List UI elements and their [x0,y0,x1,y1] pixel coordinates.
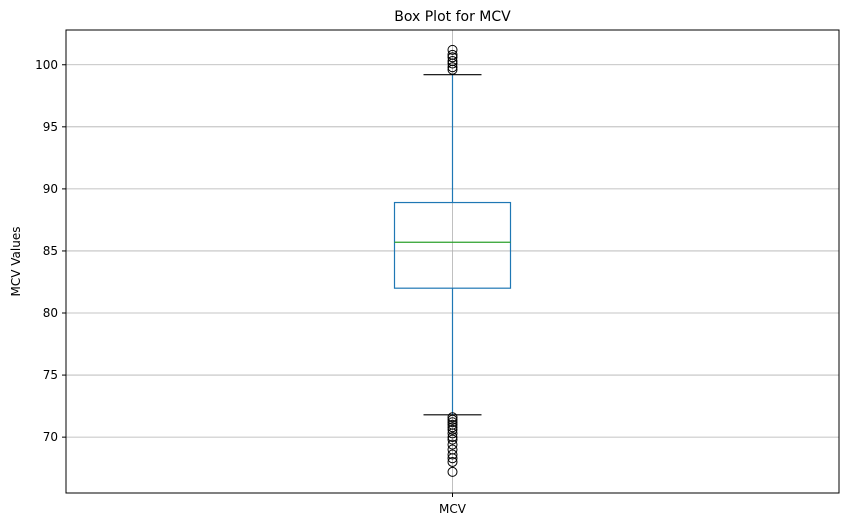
outlier-point [447,424,458,435]
y-tick-label: 80 [43,306,58,320]
y-axis-label: MCV Values [9,227,23,297]
iqr-box [393,201,512,289]
outlier-point [447,432,458,443]
outlier-point [447,428,458,439]
outlier-point [447,422,458,433]
outlier-point [447,449,458,460]
outlier-point [447,52,458,63]
outlier-point [447,62,458,73]
x-tick-label: MCV [439,502,467,516]
outlier-point [447,44,458,55]
y-tick-label: 90 [43,182,58,196]
outlier-point [447,434,458,445]
y-tick-label: 100 [35,58,58,72]
outlier-point [447,453,458,464]
outlier-point [447,414,458,425]
outlier-point [447,456,458,467]
outlier-point [447,417,458,428]
outlier-point [447,49,458,60]
y-tick-label: 95 [43,120,58,134]
axis-layer: 70 75 80 85 90 95 100 MCV [35,58,467,516]
chart-title: Box Plot for MCV [394,9,511,25]
outlier-point [447,412,458,423]
y-tick-label: 85 [43,244,58,258]
plot-layer [393,44,512,477]
y-tick-label: 75 [43,368,58,382]
outlier-point [447,439,458,450]
outlier-point [447,56,458,67]
y-tick-label: 70 [43,430,58,444]
outlier-point [447,466,458,477]
